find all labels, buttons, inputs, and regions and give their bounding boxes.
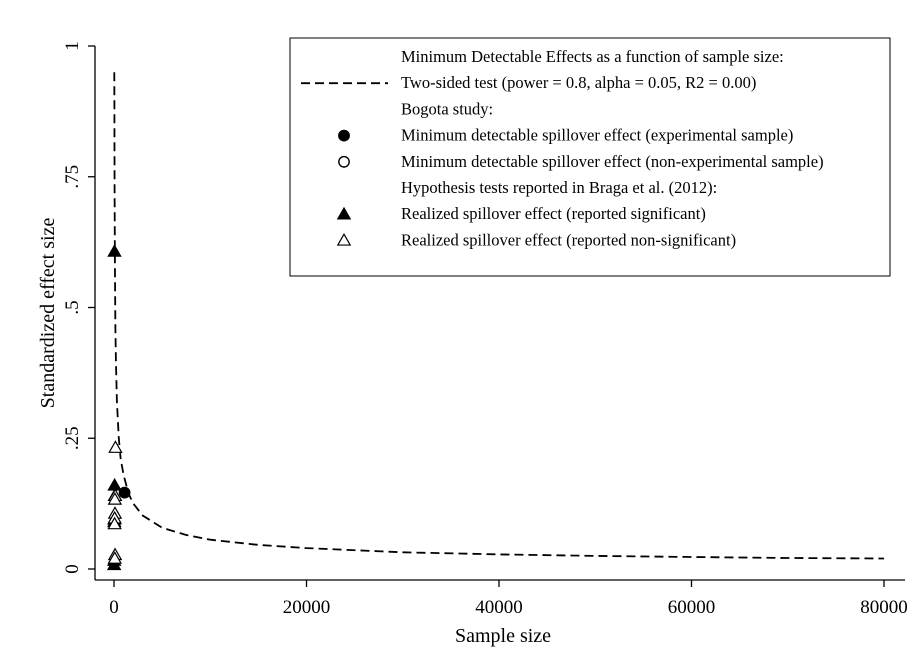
x-tick-label: 40000 — [475, 597, 523, 618]
legend-hollow-circle-key — [338, 155, 350, 168]
legend-label: Minimum detectable spillover effect (exp… — [401, 126, 793, 145]
legend-box — [289, 37, 891, 277]
y-tick-label: .25 — [62, 426, 83, 450]
points-layer — [106, 244, 131, 571]
axes: 0 .25 .5 .75 1 0 20000 40000 60000 80000 Sample … — [37, 41, 908, 647]
legend-label: Minimum detectable spillover effect (non… — [401, 152, 824, 171]
legend: Minimum Detectable Effects as a function… — [289, 37, 891, 277]
hollow-triangle-point — [107, 551, 123, 564]
legend-hollow-triangle-key — [336, 232, 352, 246]
hollow-triangle-point — [107, 516, 122, 530]
legend-items: Minimum Detectable Effects as a function… — [301, 47, 824, 249]
y-tick-label: .5 — [62, 300, 83, 314]
legend-label: Two-sided test (power = 0.8, alpha = 0.0… — [401, 73, 756, 92]
hollow-triangle-point — [108, 440, 123, 453]
filled-triangle-point — [107, 244, 122, 257]
y-ticks: 0 .25 .5 .75 1 — [62, 41, 95, 574]
y-axis-title: Standardized effect size — [37, 218, 59, 409]
legend-heading: Minimum Detectable Effects as a function… — [401, 47, 784, 66]
x-tick-label: 20000 — [283, 597, 331, 618]
legend-heading: Bogota study: — [401, 99, 493, 118]
legend-filled-circle-key — [338, 129, 350, 142]
y-tick-label: 1 — [62, 41, 83, 51]
filled-triangle-point — [107, 477, 122, 491]
x-tick-label: 0 — [109, 597, 119, 618]
legend-filled-triangle-key — [336, 206, 352, 220]
y-tick-label: .75 — [62, 165, 83, 189]
x-ticks: 0 20000 40000 60000 80000 — [109, 580, 908, 618]
legend-heading: Hypothesis tests reported in Braga et al… — [401, 178, 717, 197]
legend-label: Realized spillover effect (reported non-… — [401, 230, 736, 249]
hollow-triangle-point — [107, 492, 123, 505]
x-axis-title: Sample size — [455, 625, 551, 647]
legend-label: Realized spillover effect (reported sign… — [401, 204, 706, 223]
x-tick-label: 60000 — [668, 597, 716, 618]
filled-triangle-point — [106, 557, 122, 571]
filled-circle-point — [118, 486, 131, 499]
y-tick-label: 0 — [62, 564, 83, 574]
x-tick-label: 80000 — [860, 597, 908, 618]
